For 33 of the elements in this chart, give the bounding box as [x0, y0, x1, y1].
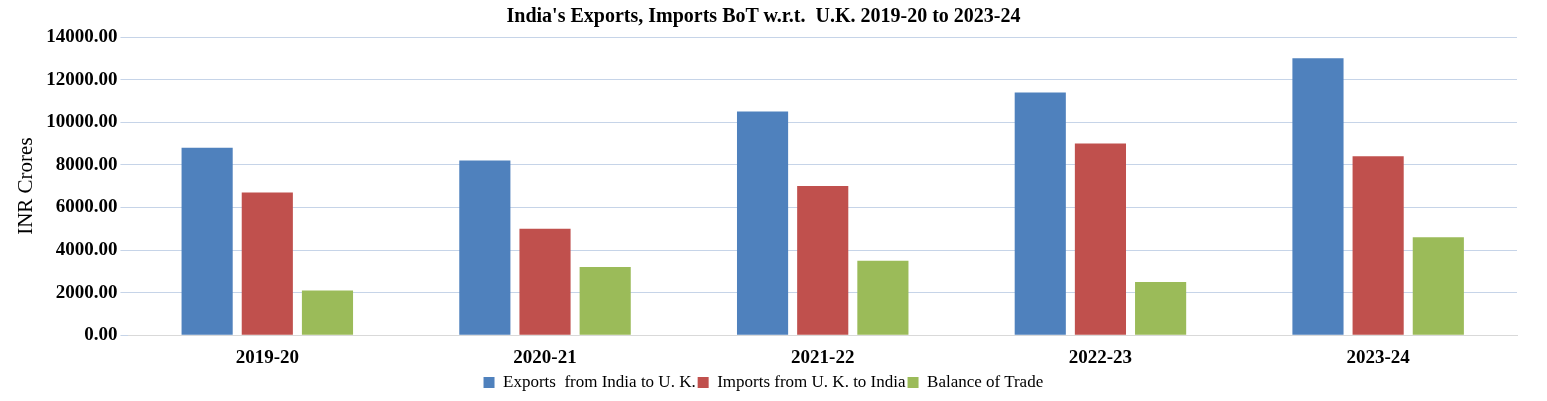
x-tick-label: 2021-22 [791, 345, 855, 367]
y-tick-label: 10000.00 [46, 110, 118, 132]
legend-label: Imports from U. K. to India [717, 371, 906, 391]
y-tick-label: 14000.00 [46, 24, 118, 46]
x-tick-label: 2020-21 [513, 345, 577, 367]
y-tick-label: 12000.00 [46, 67, 118, 89]
legend-label: Balance of Trade [927, 371, 1044, 391]
bar [1412, 237, 1464, 335]
bar [736, 111, 789, 335]
bar [241, 192, 293, 335]
bar [181, 147, 233, 335]
x-tick-label: 2023-24 [1346, 345, 1411, 367]
y-tick-label: 4000.00 [55, 237, 118, 259]
bar [1292, 58, 1344, 335]
x-tick-label: 2019-20 [235, 345, 299, 367]
y-tick-label: 8000.00 [55, 152, 118, 174]
y-axis-title: INR Crores [13, 137, 38, 235]
bar [459, 160, 511, 335]
legend-label: Exports from India to U. K. [503, 371, 696, 391]
y-tick-label: 0.00 [84, 323, 118, 345]
chart-title: India's Exports, Imports BoT w.r.t. U.K. 2019-20 to 2023-24 [506, 4, 1021, 28]
bar [1074, 143, 1127, 335]
bar [301, 290, 354, 335]
bar [579, 267, 631, 335]
bar [1135, 281, 1187, 335]
bar [797, 186, 849, 335]
y-tick-label: 6000.00 [55, 195, 118, 217]
bar [519, 228, 571, 335]
bar [1014, 92, 1066, 335]
y-tick-label: 2000.00 [55, 280, 118, 302]
bar [1352, 156, 1404, 335]
x-tick-label: 2022-23 [1068, 345, 1133, 367]
bar [857, 260, 909, 335]
